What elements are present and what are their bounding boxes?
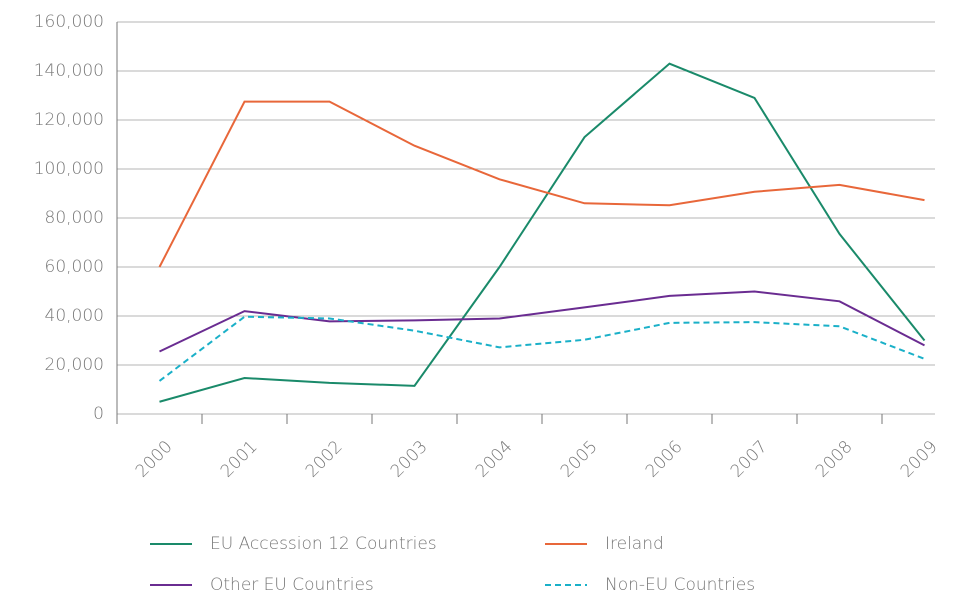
y-tick-label: 140,000 — [34, 61, 104, 81]
x-tick-label: 2003 — [387, 437, 432, 482]
legend-label: EU Accession 12 Countries — [210, 534, 437, 554]
y-tick-label: 40,000 — [45, 306, 104, 326]
y-tick-label: 120,000 — [34, 110, 104, 130]
x-tick-label: 2006 — [642, 437, 687, 482]
x-tick-label: 2004 — [472, 437, 517, 482]
x-tick-label: 2000 — [132, 437, 177, 482]
y-tick-label: 0 — [93, 404, 104, 424]
y-tick-label: 160,000 — [34, 12, 104, 32]
series-line — [158, 100, 925, 268]
x-tick-label: 2009 — [897, 437, 942, 482]
x-tick-label: 2008 — [812, 437, 857, 482]
x-tick-label: 2005 — [557, 437, 602, 482]
series-line — [159, 290, 925, 353]
x-tick-label: 2007 — [727, 437, 772, 482]
x-tick-label: 2002 — [302, 437, 347, 482]
y-tick-label: 100,000 — [34, 159, 104, 179]
legend-label: Other EU Countries — [210, 575, 374, 595]
legend-label: Non-EU Countries — [605, 575, 755, 595]
series-line — [158, 315, 925, 382]
legend-label: Ireland — [605, 534, 664, 554]
y-tick-label: 60,000 — [45, 257, 104, 277]
x-tick-label: 2001 — [217, 437, 262, 482]
y-tick-label: 20,000 — [45, 355, 104, 375]
series-line — [159, 62, 926, 403]
y-tick-label: 80,000 — [45, 208, 104, 228]
